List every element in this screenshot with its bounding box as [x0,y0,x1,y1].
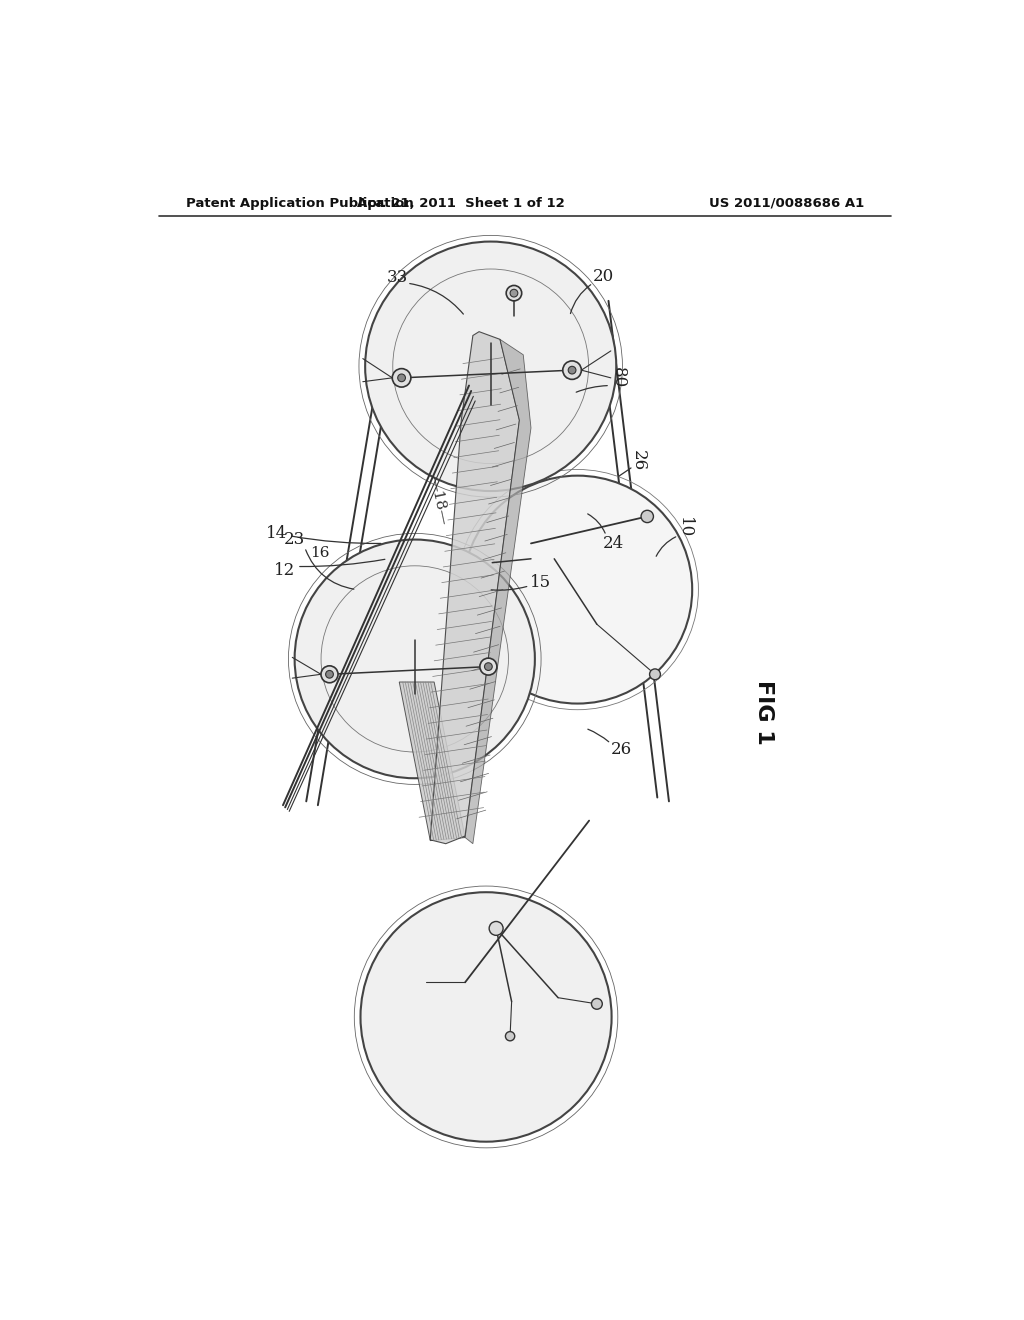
Circle shape [366,242,616,491]
Polygon shape [465,339,531,843]
Polygon shape [399,682,465,841]
Circle shape [568,367,575,374]
Polygon shape [430,331,519,843]
Text: —18—: —18— [426,475,450,527]
Circle shape [321,665,338,682]
Text: 24: 24 [602,535,624,552]
Text: FIG 1: FIG 1 [754,680,773,746]
Circle shape [484,663,493,671]
Text: 26: 26 [610,742,632,758]
Text: 16: 16 [310,546,330,561]
Circle shape [563,360,582,379]
Text: 33: 33 [387,269,409,286]
Text: 15: 15 [529,574,551,591]
Circle shape [480,659,497,675]
Circle shape [397,374,406,381]
Text: 20: 20 [593,268,614,285]
Circle shape [649,669,660,680]
Circle shape [510,289,518,297]
Circle shape [326,671,334,678]
Text: Patent Application Publication: Patent Application Publication [186,197,414,210]
Text: 23: 23 [284,531,305,548]
Text: 10: 10 [676,517,693,539]
Text: 12: 12 [274,562,295,579]
Circle shape [463,475,692,704]
Circle shape [360,892,611,1142]
Text: Apr. 21, 2011  Sheet 1 of 12: Apr. 21, 2011 Sheet 1 of 12 [357,197,565,210]
Text: 80: 80 [610,367,627,388]
Text: 14: 14 [266,525,288,543]
Text: US 2011/0088686 A1: US 2011/0088686 A1 [709,197,864,210]
Circle shape [641,511,653,523]
Circle shape [295,540,535,779]
Circle shape [592,998,602,1010]
Text: 26: 26 [630,450,646,471]
Circle shape [489,921,503,936]
Circle shape [392,368,411,387]
Circle shape [506,285,521,301]
Circle shape [506,1032,515,1040]
